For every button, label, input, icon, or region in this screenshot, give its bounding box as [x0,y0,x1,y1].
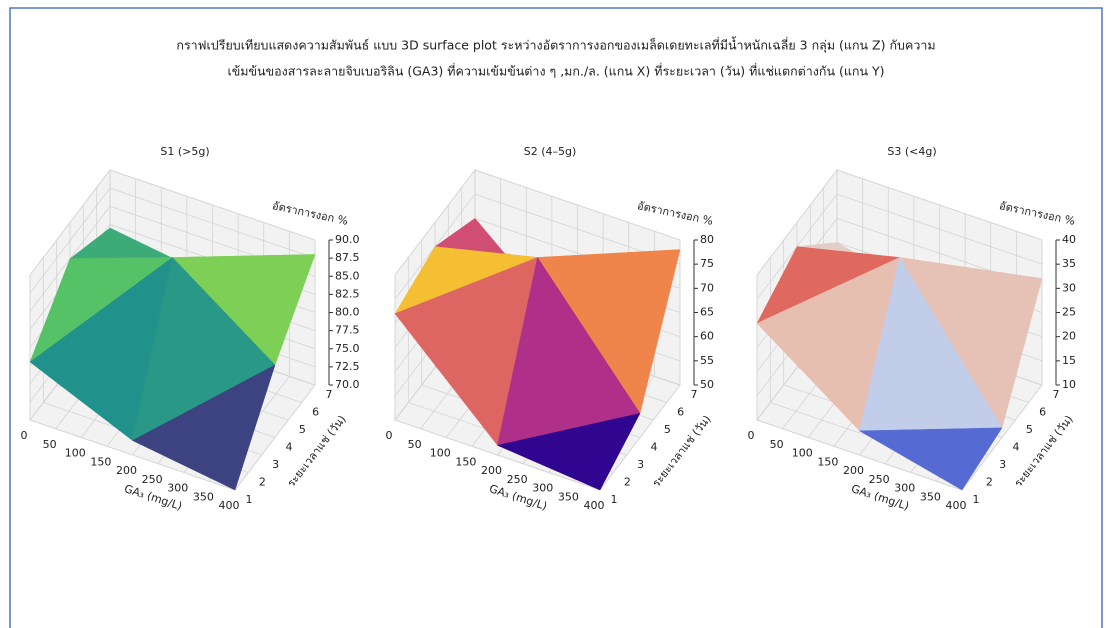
figure-title: เข้มข้นของสารละลายจิบเบอริลิน (GA3) ที่ค… [227,63,884,79]
z-tick-label: 80.0 [335,306,360,319]
y-tick-label: 1 [973,493,980,506]
x-tick-label: 300 [167,482,188,495]
x-tick-label: 250 [869,473,890,486]
grid-line [394,193,681,300]
y-tick-label: 7 [326,388,333,401]
x-tick-label: 0 [386,429,393,442]
y-tick-label: 4 [1013,441,1020,454]
z-tick-label: 60 [700,330,714,343]
z-tick-label: 82.5 [335,287,360,300]
z-tick-label: 90.0 [335,233,360,246]
figure-title: กราฟเปรียบเทียบแสดงความสัมพันธ์ แบบ 3D s… [176,36,935,54]
y-tick-label: 7 [1053,388,1060,401]
y-tick-label: 4 [286,441,293,454]
z-tick-label: 77.5 [335,324,360,337]
x-tick-label: 350 [193,490,214,503]
x-tick-label: 300 [894,482,915,495]
x-tick-label: 100 [65,447,86,460]
grid-line [394,169,681,276]
x-tick-label: 200 [481,464,502,477]
grid-line [756,193,1043,300]
grid-line [756,169,1043,276]
x-tick-label: 200 [843,464,864,477]
grid-line [29,187,316,294]
subplot-title: S3 (<4g) [887,145,936,158]
y-tick-label: 5 [299,423,306,436]
x-tick-label: 100 [792,447,813,460]
x-tick-label: 150 [455,455,476,468]
y-tick-label: 5 [664,423,671,436]
x-tick-label: 0 [21,429,28,442]
x-tick-label: 400 [584,499,605,512]
z-tick-label: 25 [1062,306,1076,319]
y-tick-label: 6 [312,406,319,419]
y-tick-label: 2 [986,476,993,489]
y-tick-label: 4 [651,441,658,454]
y-tick-label: 5 [1026,423,1033,436]
x-tick-label: 50 [43,438,57,451]
z-tick-label: 70.0 [335,378,360,391]
x-tick-label: 300 [532,482,553,495]
z-tick-label: 20 [1062,330,1076,343]
x-tick-label: 400 [219,499,240,512]
y-tick-label: 3 [272,458,279,471]
subplot-title: S1 (>5g) [160,145,209,158]
surface-face [496,412,641,491]
y-tick-label: 6 [677,406,684,419]
y-tick-label: 6 [1039,406,1046,419]
z-tick-label: 35 [1062,257,1076,270]
z-tick-label: 87.5 [335,251,360,264]
surface-face [131,364,276,491]
z-tick-label: 70 [700,281,714,294]
x-tick-label: 250 [142,473,163,486]
z-tick-label: 55 [700,354,714,367]
y-tick-label: 1 [246,493,253,506]
x-tick-label: 250 [507,473,528,486]
z-tick-label: 30 [1062,281,1076,294]
x-tick-label: 100 [430,447,451,460]
subplot-title: S2 (4–5g) [524,145,577,158]
z-tick-label: 80 [700,233,714,246]
surface-face [858,427,1003,491]
x-tick-label: 0 [748,429,755,442]
x-tick-label: 200 [116,464,137,477]
grid-line [29,169,316,276]
y-tick-label: 2 [624,476,631,489]
z-tick-label: 10 [1062,378,1076,391]
y-tick-label: 7 [691,388,698,401]
x-tick-label: 50 [770,438,784,451]
x-tick-label: 150 [90,455,111,468]
z-tick-label: 72.5 [335,360,360,373]
y-tick-label: 3 [999,458,1006,471]
y-tick-label: 2 [259,476,266,489]
z-tick-label: 15 [1062,354,1076,367]
z-tick-label: 50 [700,378,714,391]
x-tick-label: 50 [408,438,422,451]
grid-line [29,205,316,312]
z-tick-label: 75 [700,257,714,270]
y-tick-label: 3 [637,458,644,471]
z-tick-label: 65 [700,306,714,319]
z-tick-label: 85.0 [335,269,360,282]
y-tick-label: 1 [611,493,618,506]
z-tick-label: 75.0 [335,342,360,355]
x-tick-label: 400 [946,499,967,512]
x-tick-label: 150 [817,455,838,468]
x-tick-label: 350 [920,490,941,503]
x-tick-label: 350 [558,490,579,503]
z-tick-label: 40 [1062,233,1076,246]
